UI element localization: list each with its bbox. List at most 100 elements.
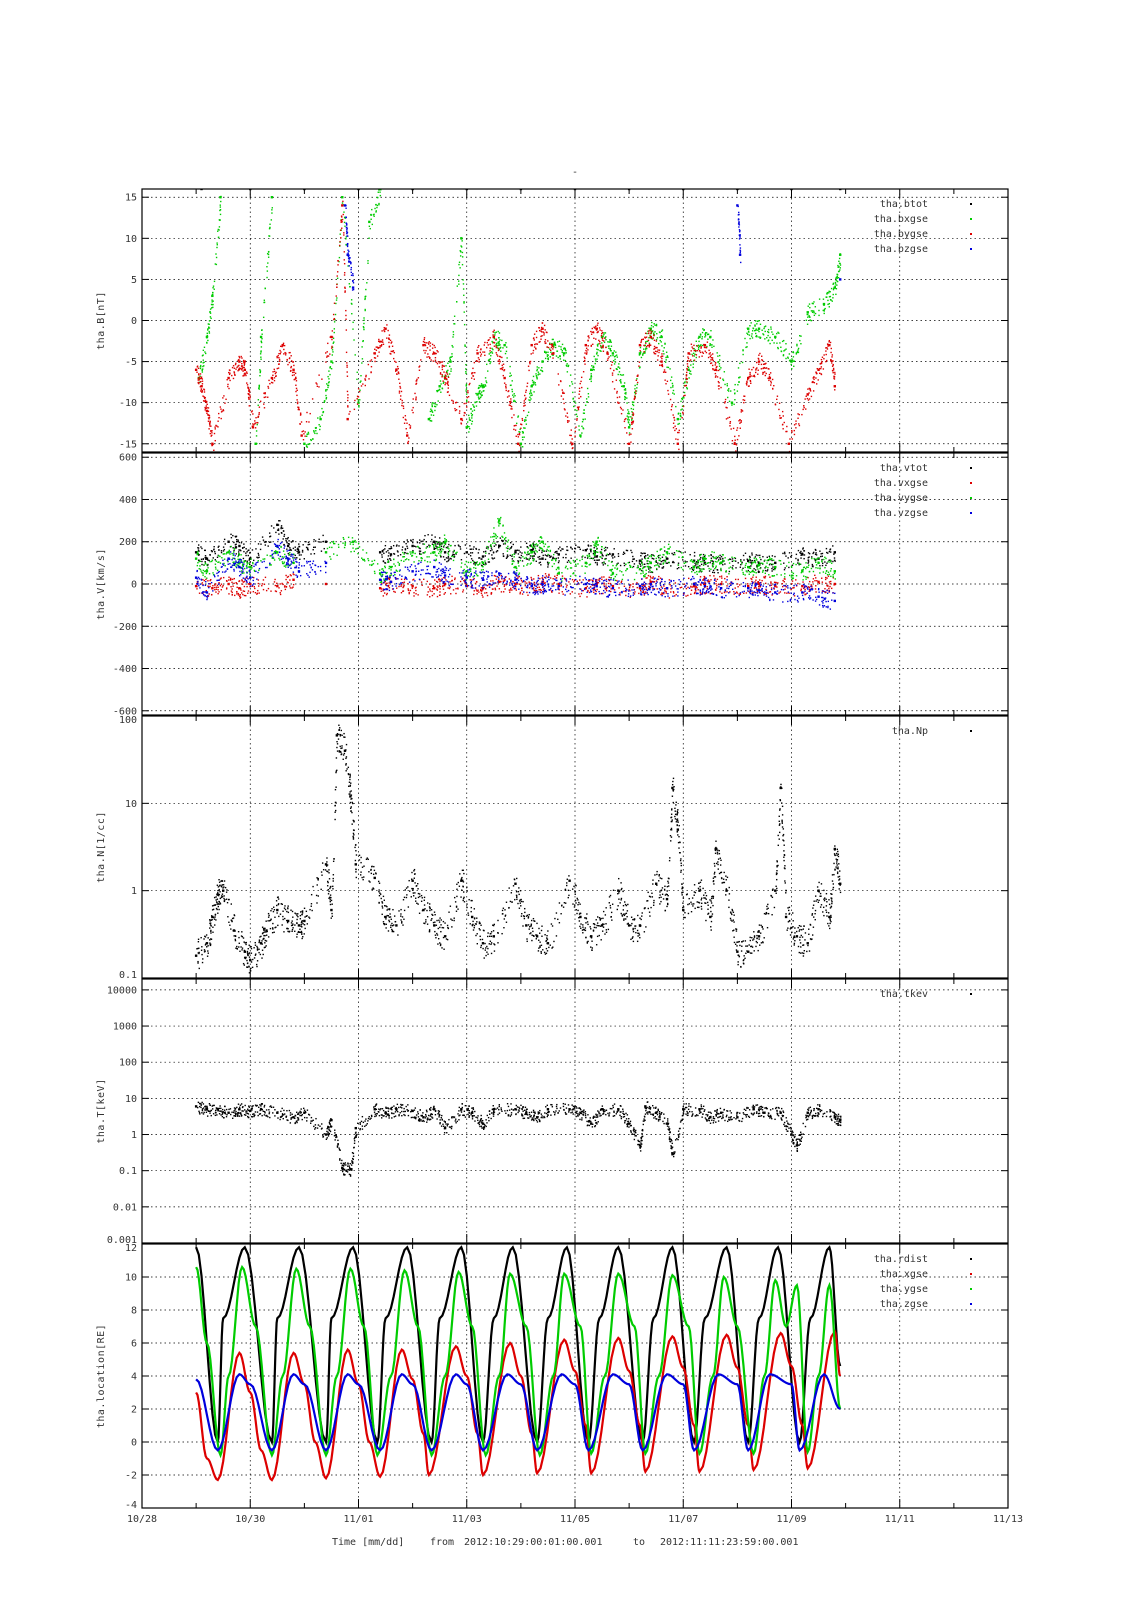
scatter-dot [595, 579, 597, 582]
scatter-dot [592, 589, 595, 591]
scatter-dot [376, 346, 379, 348]
scatter-dot [548, 554, 551, 557]
scatter-dot [679, 418, 681, 420]
scatter-dot [643, 344, 645, 347]
scatter-dot [544, 573, 547, 575]
scatter-dot [803, 406, 805, 409]
scatter-dot [388, 587, 391, 589]
scatter-dot [549, 577, 552, 579]
scatter-dot [710, 344, 712, 346]
scatter-dot [608, 345, 610, 347]
scatter-dot [326, 383, 328, 385]
scatter-dot [523, 436, 525, 438]
scatter-dot [807, 559, 810, 561]
scatter-dot [252, 423, 254, 425]
scatter-dot [709, 352, 711, 354]
scatter-dot [202, 359, 204, 361]
scatter-dot [710, 329, 712, 332]
scatter-dot [719, 557, 721, 559]
scatter-dot [375, 211, 377, 213]
scatter-dot [204, 407, 207, 409]
scatter-dot [293, 378, 295, 381]
scatter-dot [365, 288, 367, 291]
scatter-dot [729, 558, 732, 561]
scatter-dot [474, 401, 476, 404]
scatter-dot [315, 382, 317, 384]
scatter-dot [200, 570, 202, 572]
scatter-dot [688, 360, 691, 362]
scatter-dot [439, 588, 441, 590]
scatter-dot [566, 549, 569, 552]
scatter-dot [325, 394, 327, 397]
scatter-dot [636, 387, 638, 389]
data-point [733, 442, 736, 445]
scatter-dot [819, 372, 821, 375]
scatter-dot [513, 399, 515, 402]
scatter-dot [212, 300, 214, 302]
scatter-dot [716, 584, 718, 587]
scatter-dot [440, 361, 442, 363]
scatter-dot [352, 273, 354, 275]
scatter-dot [693, 555, 696, 557]
scatter-dot [293, 374, 295, 376]
scatter-dot [704, 577, 706, 579]
scatter-dot [331, 330, 334, 332]
scatter-dot [374, 207, 376, 210]
scatter-dot [618, 363, 620, 365]
scatter-dot [259, 370, 262, 372]
scatter-dot [442, 380, 444, 382]
scatter-dot [378, 202, 380, 205]
scatter-dot [828, 290, 830, 293]
scatter-dot [520, 579, 523, 582]
scatter-dot [592, 368, 595, 371]
scatter-dot [645, 341, 647, 343]
data-point [238, 360, 241, 363]
scatter-dot [267, 396, 269, 398]
scatter-dot [202, 349, 205, 352]
scatter-dot [525, 397, 527, 399]
scatter-dot [222, 409, 225, 411]
scatter-dot [541, 335, 543, 337]
scatter-dot [437, 361, 440, 363]
scatter-dot [596, 324, 599, 326]
scatter-dot [633, 395, 636, 397]
scatter-dot [502, 580, 504, 583]
scatter-dot [629, 585, 631, 587]
scatter-dot [651, 338, 654, 340]
scatter-dot [353, 339, 355, 341]
scatter-dot [406, 547, 409, 549]
scatter-dot [690, 567, 693, 569]
scatter-dot [329, 366, 332, 368]
scatter-dot [566, 420, 569, 422]
scatter-dot [768, 555, 771, 558]
scatter-dot [387, 577, 389, 580]
scatter-dot [824, 588, 826, 590]
scatter-dot [826, 292, 828, 295]
data-point [286, 544, 290, 548]
scatter-dot [830, 360, 832, 362]
scatter-dot [808, 316, 811, 318]
scatter-dot [209, 312, 212, 314]
scatter-dot [439, 543, 441, 545]
scatter-dot [704, 336, 706, 338]
scatter-dot [419, 547, 421, 550]
data-point [530, 385, 533, 388]
scatter-dot [634, 591, 636, 593]
scatter-dot [597, 330, 599, 333]
scatter-dot [592, 343, 594, 346]
scatter-dot [476, 360, 479, 362]
scatter-dot [295, 384, 297, 386]
scatter-dot [690, 593, 692, 595]
scatter-dot [480, 386, 482, 388]
scatter-dot [232, 547, 234, 549]
scatter-dot [701, 338, 703, 340]
scatter-dot [577, 408, 580, 411]
scatter-dot [731, 558, 734, 560]
scatter-dot [524, 420, 526, 423]
scatter-dot [419, 553, 421, 555]
scatter-dot [665, 356, 667, 359]
scatter-dot [699, 591, 702, 594]
scatter-dot [480, 564, 483, 567]
data-point [341, 204, 344, 207]
scatter-dot [247, 392, 249, 395]
